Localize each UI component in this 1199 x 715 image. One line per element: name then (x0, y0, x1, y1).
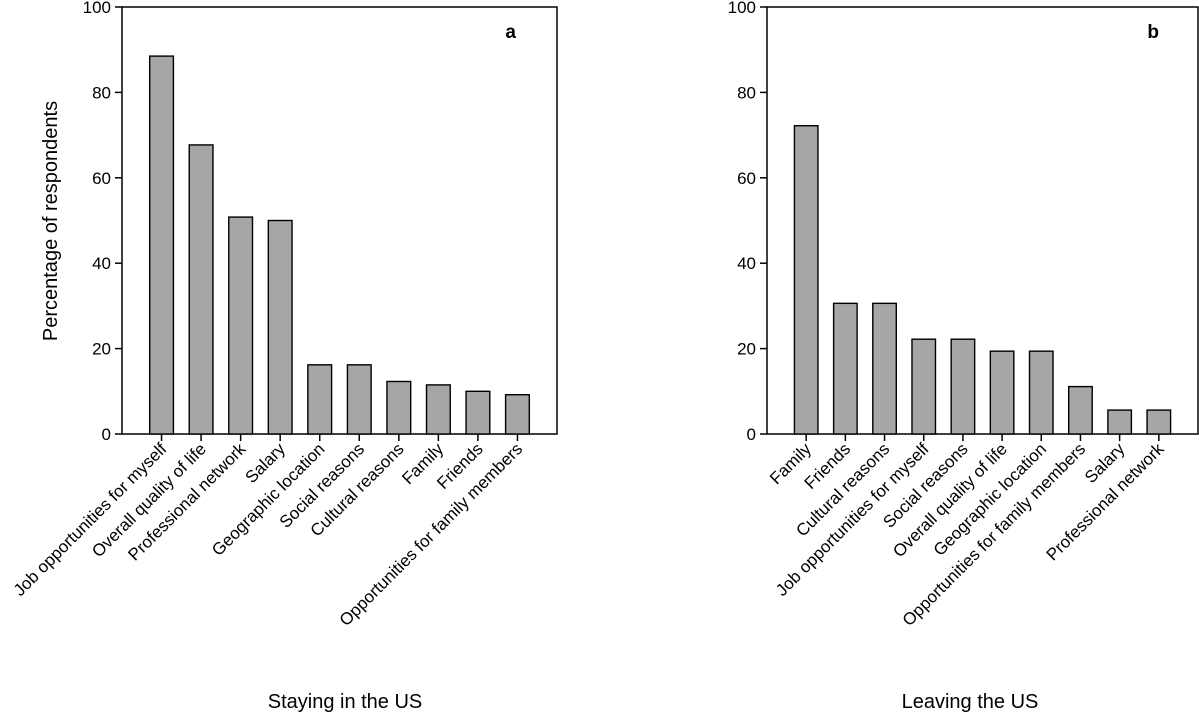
bar-b (911, 338, 937, 435)
y-tick-label-a: 100 (83, 0, 111, 17)
plot-frame-a (121, 6, 558, 435)
panel-b-leaving: Leaving the US b 020406080100FamilyFrien… (728, 0, 1199, 713)
y-tick-label-b: 40 (737, 254, 756, 273)
y-tick-label-b: 20 (737, 340, 756, 359)
bar-b (793, 125, 819, 435)
bar-b (1146, 409, 1172, 435)
bar-a (465, 390, 491, 435)
bar-b (1107, 409, 1133, 435)
panel-letter-a: a (505, 22, 516, 43)
bar-a (148, 55, 175, 435)
x-axis-title-a: Staying in the US (268, 691, 423, 713)
bar-a (386, 380, 412, 435)
x-category-label-a: Job opportunities for myself (10, 439, 171, 600)
bar-b (1067, 385, 1093, 435)
bar-a (228, 216, 254, 435)
y-tick-label-a: 80 (92, 83, 111, 102)
y-tick-label-b: 80 (737, 83, 756, 102)
plot-frame-b (766, 6, 1199, 435)
bar-a (346, 364, 372, 435)
y-tick-label-b: 100 (728, 0, 756, 17)
x-axis-title-b: Leaving the US (902, 691, 1039, 713)
panel-a-staying: Percentage of respondents Staying in the… (10, 0, 558, 713)
y-axis-title-a: Percentage of respondents (40, 101, 62, 341)
panel-letter-b: b (1147, 22, 1159, 43)
bar-b (950, 338, 976, 435)
y-tick-label-a: 20 (92, 340, 111, 359)
y-tick-label-b: 0 (747, 425, 756, 444)
y-tick-label-a: 40 (92, 254, 111, 273)
y-tick-label-a: 60 (92, 169, 111, 188)
bar-b (872, 302, 897, 435)
bar-a (425, 384, 451, 435)
y-tick-label-b: 60 (737, 169, 756, 188)
bar-a (504, 394, 531, 435)
bar-b (832, 302, 858, 435)
bar-b (989, 350, 1015, 435)
bar-a (188, 144, 214, 435)
bar-a (267, 219, 293, 435)
bar-b (1028, 350, 1054, 435)
bar-a (307, 364, 333, 435)
y-tick-label-a: 0 (102, 425, 111, 444)
